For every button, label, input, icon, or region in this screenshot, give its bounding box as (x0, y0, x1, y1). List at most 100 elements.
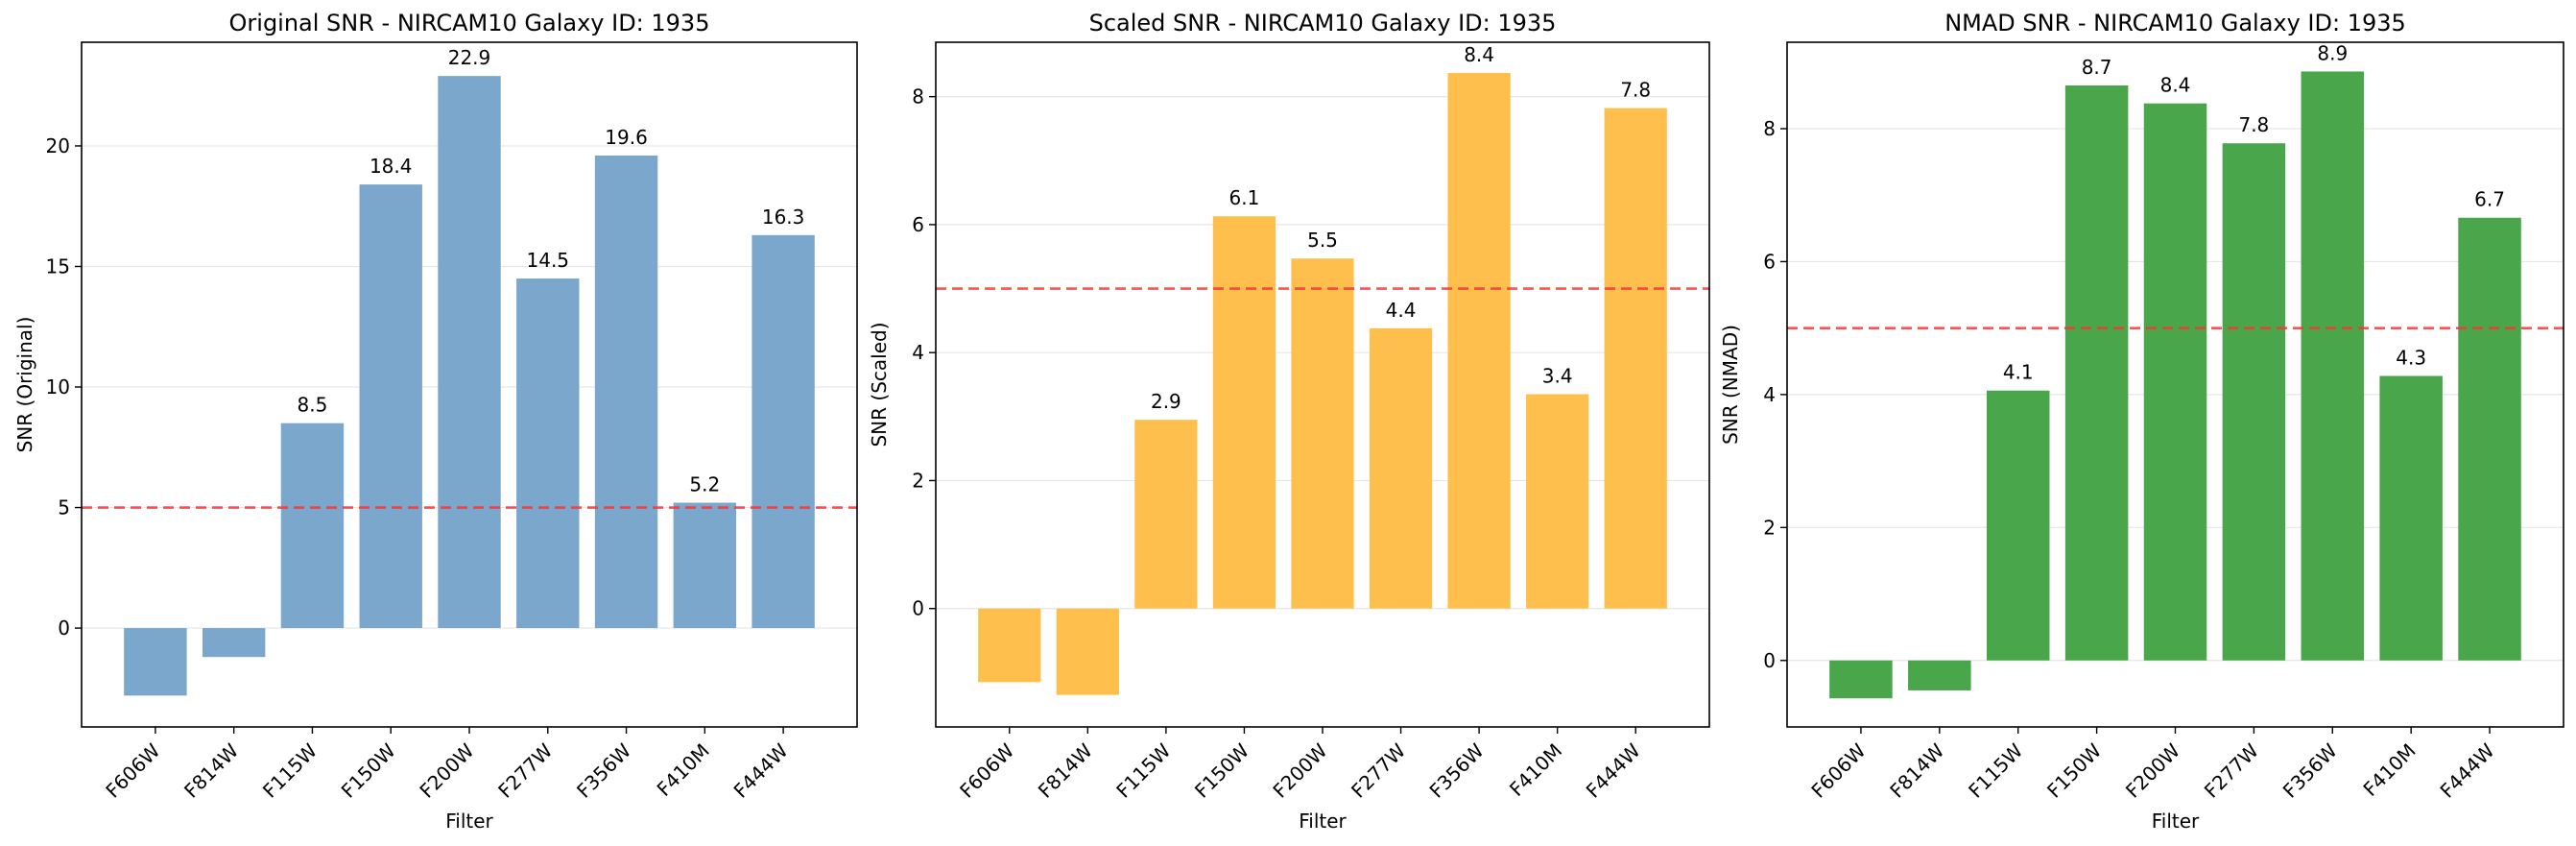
bar-f410m (2379, 375, 2443, 661)
bar-f277w (516, 278, 580, 629)
bar-f200w (1291, 258, 1354, 609)
y-axis-label: SNR (NMAD) (1719, 325, 1742, 445)
y-tick-label: 0 (912, 597, 924, 620)
value-label: 6.7 (2474, 188, 2505, 211)
y-tick-label: 6 (1763, 250, 1776, 273)
y-tick-label: 15 (46, 254, 70, 278)
y-tick-label: 5 (58, 496, 70, 520)
y-tick-label: 4 (912, 341, 924, 364)
bar-f115w (1134, 420, 1198, 609)
y-tick-label: 4 (1763, 383, 1776, 406)
y-tick-label: 0 (58, 616, 70, 640)
bar-f444w (1604, 108, 1667, 609)
x-tick-label: F150W (337, 738, 400, 802)
bar-f606w (978, 608, 1041, 683)
bar-f356w (1447, 72, 1511, 609)
bar-f814w (1908, 660, 1971, 690)
y-axis-label: SNR (Original) (13, 317, 36, 453)
bar-f115w (1986, 390, 2050, 661)
y-tick-label: 10 (46, 375, 70, 399)
x-tick-label: F277W (1347, 738, 1410, 802)
y-axis-label: SNR (Scaled) (868, 322, 891, 447)
value-label: 14.5 (527, 249, 570, 272)
bar-f444w (751, 234, 815, 629)
value-label: 7.8 (2238, 113, 2269, 136)
chart-title: Scaled SNR - NIRCAM10 Galaxy ID: 1935 (1089, 10, 1557, 36)
y-tick-label: 6 (912, 213, 924, 236)
bar-f814w (1056, 608, 1119, 695)
bar-f814w (202, 628, 266, 658)
bar-f200w (2143, 103, 2207, 661)
x-tick-label: F444W (2436, 738, 2499, 802)
x-tick-label: F606W (955, 738, 1018, 802)
value-label: 22.9 (448, 46, 491, 69)
bar-f410m (673, 502, 737, 629)
x-tick-label: F115W (258, 738, 322, 802)
chart-title: Original SNR - NIRCAM10 Galaxy ID: 1935 (229, 10, 710, 36)
value-label: 8.4 (1464, 43, 1494, 66)
bar-f410m (1526, 394, 1589, 609)
x-tick-label: F814W (1885, 738, 1948, 802)
bar-f277w (2222, 143, 2286, 661)
x-axis-label: Filter (1299, 810, 1347, 833)
x-tick-label: F814W (179, 738, 243, 802)
bar-f606w (1829, 660, 1893, 699)
bar-f606w (124, 628, 187, 696)
value-label: 5.2 (689, 473, 720, 496)
x-tick-label: F277W (2200, 738, 2263, 802)
x-tick-label: F200W (1268, 738, 1331, 802)
x-tick-label: F410M (1505, 739, 1566, 801)
chart-title: NMAD SNR - NIRCAM10 Galaxy ID: 1935 (1944, 10, 2406, 36)
x-tick-label: F606W (1806, 738, 1870, 802)
x-tick-label: F410M (653, 739, 714, 801)
value-label: 7.8 (1620, 79, 1651, 102)
x-tick-label: F444W (1582, 738, 1645, 802)
x-tick-label: F356W (572, 738, 635, 802)
x-tick-label: F444W (729, 738, 793, 802)
x-tick-label: F356W (2278, 738, 2342, 802)
bar-f115w (280, 423, 345, 629)
y-tick-label: 0 (1763, 649, 1776, 672)
bar-f150w (359, 184, 422, 629)
x-tick-label: F356W (1425, 738, 1489, 802)
x-tick-label: F115W (1111, 738, 1175, 802)
value-label: 5.5 (1307, 229, 1338, 252)
chart-panel-3: 4.1 8.7 8.4 7.8 8.9 4.3 6.7 0 2 4 6 8 F606W F814W F115… (1719, 10, 2564, 833)
y-tick-label: 2 (912, 469, 924, 492)
bar-f150w (2064, 85, 2129, 661)
bar-f277w (1369, 327, 1433, 609)
value-label: 4.1 (2003, 361, 2034, 384)
value-label: 8.9 (2317, 41, 2348, 64)
chart-panel-2: 2.9 6.1 5.5 4.4 8.4 3.4 7.8 0 2 4 6 8 F606W F814W F115… (868, 10, 1710, 833)
x-tick-label: F277W (493, 738, 557, 802)
y-tick-label: 8 (912, 85, 924, 109)
bar-f200w (438, 76, 501, 629)
x-tick-label: F410M (2358, 739, 2420, 801)
y-tick-label: 8 (1763, 117, 1776, 140)
bar-f356w (594, 155, 658, 629)
value-label: 6.1 (1229, 186, 1260, 209)
value-label: 8.7 (2082, 56, 2112, 79)
value-label: 3.4 (1542, 364, 1573, 387)
y-tick-label: 20 (46, 134, 70, 157)
x-tick-label: F606W (101, 738, 164, 802)
bar-f150w (1212, 216, 1276, 609)
value-label: 4.3 (2396, 347, 2426, 370)
x-axis-label: Filter (445, 810, 493, 833)
x-tick-label: F115W (1964, 738, 2027, 802)
value-label: 19.6 (605, 126, 648, 149)
value-label: 2.9 (1151, 390, 1181, 413)
x-axis-label: Filter (2152, 810, 2200, 833)
y-tick-label: 2 (1763, 516, 1776, 539)
value-label: 16.3 (762, 205, 805, 229)
x-tick-label: F150W (2042, 738, 2106, 802)
value-label: 18.4 (370, 155, 413, 178)
x-tick-label: F150W (1190, 738, 1253, 802)
x-tick-label: F200W (2121, 738, 2184, 802)
x-tick-label: F814W (1034, 738, 1097, 802)
x-tick-label: F200W (415, 738, 478, 802)
value-label: 8.4 (2160, 74, 2191, 97)
bar-f356w (2301, 71, 2365, 661)
